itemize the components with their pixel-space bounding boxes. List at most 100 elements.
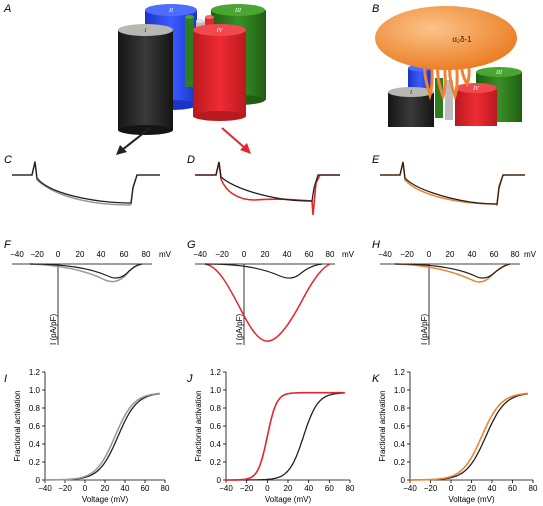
domain-iv-label-b: IV — [472, 86, 480, 92]
panel-label-f: F — [4, 239, 12, 251]
trace-e-control — [380, 161, 525, 205]
act-j-ytick-label: 0.2 — [210, 458, 222, 467]
iv-g-tick-40: 40 — [283, 250, 292, 259]
iv-g-tick-m40: −40 — [193, 250, 207, 259]
domain-iii-label-b: III — [495, 70, 503, 76]
activation-plot-k: −40 −20 0 20 40 60 80 0 0.2 0.4 0.6 0.8 1.0 1.2 Voltag… — [378, 368, 538, 504]
activation-plot-j: −40 −20 0 20 40 60 80 0 0.2 0.4 0.6 0.8 1.0 1.2 Voltag… — [194, 368, 355, 504]
act-j-xlabel: Voltage (mV) — [265, 495, 312, 504]
trace-d-control — [195, 161, 340, 202]
iv-f-tick-0: 0 — [56, 250, 61, 259]
iv-h-tick-m20: −20 — [400, 250, 414, 259]
domain-i-label-b: I — [409, 90, 413, 96]
act-j-xtick-label: 20 — [284, 484, 293, 493]
act-j-xtick-label: 0 — [265, 484, 270, 493]
act-k-ytick-label: 0.8 — [394, 404, 406, 413]
act-i-ytick-label: 1.2 — [29, 368, 41, 377]
act-j-ytick-label: 0 — [217, 476, 222, 485]
iv-h-tick-80: 80 — [511, 250, 520, 259]
act-j-ylabel: Fractional activation — [194, 390, 203, 461]
alpha2delta-label: α₂δ-1 — [452, 35, 472, 44]
iv-g-control-curve — [204, 263, 323, 279]
domain-iv-cylinder: IV — [193, 24, 246, 121]
act-j-ytick-label: 0.6 — [210, 422, 222, 431]
act-k-ytick-label: 1.2 — [394, 368, 406, 377]
iv-f-tick-m40: −40 — [10, 250, 24, 259]
act-i-ytick-label: 0 — [36, 476, 41, 485]
act-i-ytick-label: 1.0 — [29, 386, 41, 395]
act-k-ytick-label: 1.0 — [394, 386, 406, 395]
act-k-xtick-label: 0 — [449, 484, 454, 493]
act-i-ytick-label: 0.4 — [29, 440, 41, 449]
act-i-ylabel: Fractional activation — [13, 390, 22, 461]
panel-label-c: C — [4, 154, 12, 166]
arrow-to-c — [116, 127, 151, 155]
act-j-ytick-label: 0.4 — [210, 440, 222, 449]
act-k-xtick-label: 20 — [467, 484, 476, 493]
iv-h-tick-20: 20 — [446, 250, 455, 259]
act-k-xlabel: Voltage (mV) — [448, 495, 495, 504]
iv-h-unit: mV — [524, 250, 537, 259]
act-k-xtick-label: 60 — [508, 484, 517, 493]
act-i-curve-control — [45, 393, 161, 481]
domain-i-label: I — [144, 28, 148, 34]
act-k-xtick-label: 40 — [488, 484, 497, 493]
act-j-xtick-label: −40 — [219, 484, 233, 493]
iv-f-unit: mV — [159, 250, 172, 259]
iv-f-tick-60: 60 — [120, 250, 129, 259]
act-k-xtick-label: 80 — [529, 484, 538, 493]
act-i-ytick-label: 0.8 — [29, 404, 41, 413]
iv-g-tick-20: 20 — [261, 250, 270, 259]
activation-plot-i: −40 −20 0 20 40 60 80 0 0.2 0.4 0.6 0.8 1.0 1.2 Voltag… — [13, 368, 170, 504]
iv-f-tick-20: 20 — [76, 250, 85, 259]
act-j-ytick-label: 1.0 — [210, 386, 222, 395]
arrow-to-d — [221, 127, 251, 154]
iv-panel-g: −40 −20 0 20 40 60 80 mV I (pA/pF) — [193, 250, 355, 345]
act-i-xtick-label: 60 — [141, 484, 150, 493]
act-i-xtick-label: −20 — [58, 484, 72, 493]
domain-iii-label: III — [234, 8, 242, 14]
iv-h-control-curve — [394, 263, 511, 279]
act-i-xlabel: Voltage (mV) — [82, 495, 129, 504]
iv-g-unit: mV — [342, 250, 355, 259]
iv-h-test-curve — [394, 263, 511, 283]
act-i-xtick-label: 0 — [83, 484, 88, 493]
act-k-ytick-label: 0 — [401, 476, 406, 485]
trace-c-test — [12, 160, 160, 206]
iv-g-ylabel: I (pA/pF) — [235, 314, 244, 345]
trace-panel-d — [195, 161, 340, 216]
act-i-curve-grey — [45, 392, 160, 481]
trace-panel-e — [380, 161, 525, 207]
helix-green-small — [185, 17, 194, 87]
iv-f-control-curve — [29, 263, 143, 279]
act-i-ytick-label: 0.2 — [29, 458, 41, 467]
panel-label-h: H — [372, 239, 380, 251]
panel-label-j: J — [186, 373, 193, 385]
domain-i-cylinder: I — [118, 24, 173, 135]
iv-g-tick-60: 60 — [305, 250, 314, 259]
act-i-ytick-label: 0.6 — [29, 422, 41, 431]
iv-h-tick-40: 40 — [468, 250, 477, 259]
act-k-curve-orange — [410, 392, 528, 481]
panel-label-d: D — [187, 154, 195, 166]
act-j-xtick-label: −20 — [240, 484, 254, 493]
iv-h-tick-m40: −40 — [378, 250, 392, 259]
panel-label-b: B — [372, 3, 379, 15]
act-k-xtick-label: −40 — [403, 484, 417, 493]
iv-h-tick-0: 0 — [427, 250, 432, 259]
domain-ii-label: II — [168, 8, 174, 14]
act-j-curve-red — [226, 391, 345, 481]
iv-h-ylabel: I (pA/pF) — [420, 314, 429, 345]
act-k-curve-control — [410, 393, 528, 481]
act-k-ylabel: Fractional activation — [378, 390, 387, 461]
alpha2delta-subunit — [375, 6, 517, 70]
iv-g-tick-m20: −20 — [215, 250, 229, 259]
act-k-ytick-label: 0.2 — [394, 458, 406, 467]
act-j-curve-control — [226, 392, 345, 481]
iv-panel-f: −40 −20 0 20 40 60 80 mV I (pA/pF) — [10, 250, 172, 345]
trace-panel-c — [12, 160, 160, 206]
panel-label-k: K — [372, 373, 380, 385]
channel-illustration-a: II III I IV — [118, 4, 266, 135]
act-i-xtick-label: 40 — [121, 484, 130, 493]
